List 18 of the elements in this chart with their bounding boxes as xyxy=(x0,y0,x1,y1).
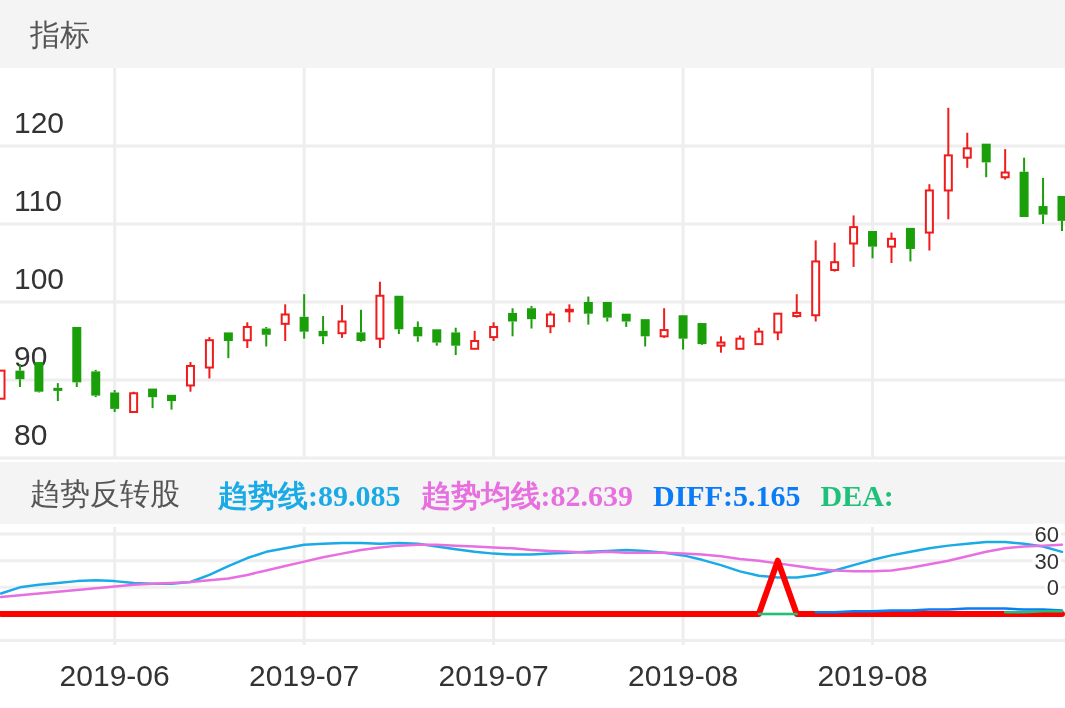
x-tick-label: 2019-06 xyxy=(59,658,170,692)
series-label: 趋势均线:82.639 xyxy=(419,478,633,512)
text: DIFF:5.165 xyxy=(653,478,801,512)
y-tick-label: 120 xyxy=(14,105,65,139)
series-label: 趋势线:89.085 xyxy=(217,478,401,512)
y-tick-label: 110 xyxy=(14,183,62,217)
x-tick-label: 2019-08 xyxy=(628,658,739,692)
y-tick-label: 0 xyxy=(1046,574,1059,600)
x-tick-label: 2019-08 xyxy=(817,658,928,692)
chart-title: 指标 xyxy=(29,17,90,51)
x-tick-label: 2019-07 xyxy=(249,658,360,692)
y-tick-label: 30 xyxy=(1034,548,1059,574)
x-tick-label: 2019-07 xyxy=(438,658,549,692)
y-tick-label: 100 xyxy=(14,261,65,295)
text: DEA: xyxy=(820,478,894,512)
chart-title: 趋势反转股 xyxy=(30,476,180,510)
y-tick-label: 60 xyxy=(1034,521,1059,547)
y-tick-label: 80 xyxy=(14,417,48,451)
